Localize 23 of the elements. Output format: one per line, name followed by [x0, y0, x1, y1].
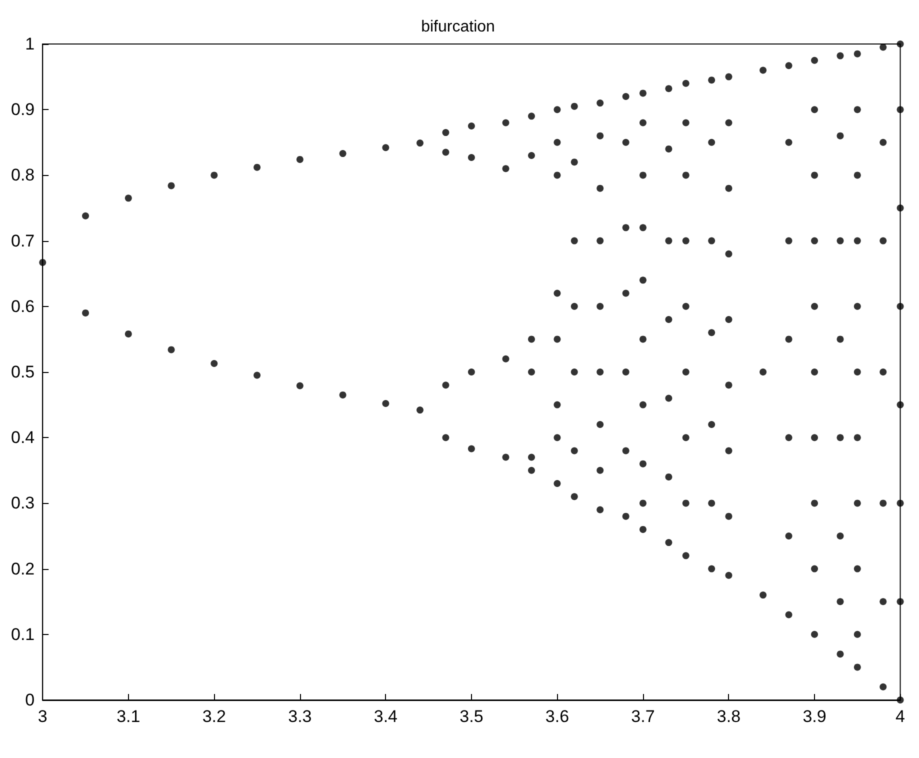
- y-tick-label: 0.5: [10, 362, 35, 382]
- x-tick-label: 3.2: [202, 707, 226, 726]
- x-tick-label: 3.6: [545, 707, 570, 726]
- chart-title: bifurcation: [421, 18, 495, 36]
- x-tick-label: 3.9: [802, 707, 826, 726]
- x-tick-label: 3: [38, 707, 48, 726]
- x-tick-label: 3.5: [460, 707, 484, 726]
- x-tick-label: 3.7: [631, 707, 655, 726]
- y-tick-label: 0.9: [10, 100, 35, 120]
- y-tick-label: 0.8: [10, 166, 35, 185]
- x-tick-label: 3.3: [288, 707, 312, 726]
- y-tick-label: 0.2: [10, 559, 35, 578]
- y-tick-label: 0.1: [10, 624, 35, 644]
- x-tick-label: 3.4: [374, 707, 398, 726]
- y-tick-label: 0.6: [10, 296, 35, 316]
- y-tick-label: 0: [25, 690, 35, 710]
- y-tick-label: 1: [25, 34, 35, 54]
- y-tick-label: 0.4: [10, 428, 35, 448]
- x-tick-label: 3.8: [716, 707, 741, 726]
- x-tick-label: 3.1: [116, 707, 140, 726]
- y-tick-label: 0.3: [10, 494, 35, 513]
- x-tick-label: 4: [896, 707, 906, 726]
- y-tick-label: 0.7: [10, 231, 35, 250]
